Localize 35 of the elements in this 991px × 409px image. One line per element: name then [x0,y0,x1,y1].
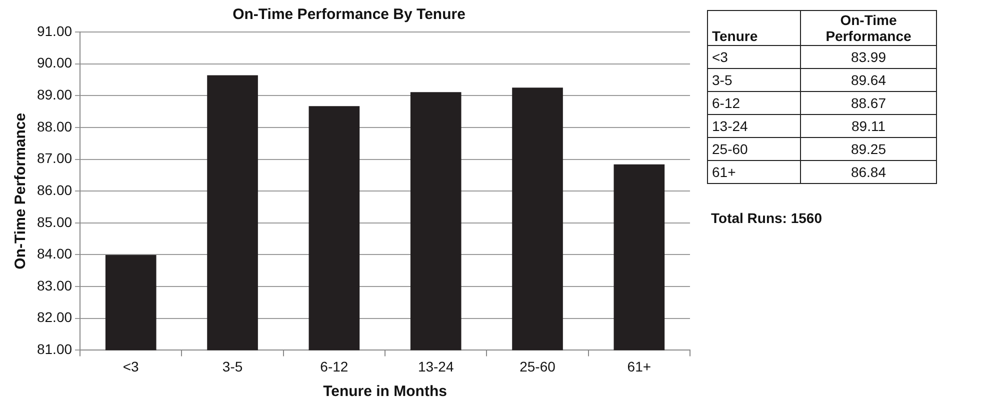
y-tick-label: 84.00 [36,246,72,262]
y-tick-label: 90.00 [36,54,72,71]
category-label: <3 [708,46,800,68]
category-label: 13-24 [708,114,800,138]
x-tick-label: 61+ [627,358,652,374]
y-tick-label: 86.00 [36,182,72,198]
y-tick-label: 88.00 [36,118,72,134]
y-tick-label: 82.00 [36,309,72,326]
x-tick-label: <3 [122,358,140,374]
y-tick-label: 87.00 [36,150,72,166]
category-label: 61+ [708,160,800,184]
x-tick-label: 25-60 [520,358,556,374]
text: Tenure [708,10,800,46]
y-tick-label: 91.00 [36,22,72,39]
y-axis-title: On-Time Performance [12,112,30,270]
data-label: 89.64 [800,68,936,92]
data-label: 89.11 [800,114,936,138]
y-tick-label: 85.00 [36,214,72,230]
text: Total Runs: 1560 [711,210,823,226]
data-label: 88.67 [800,92,936,114]
y-tick-label: 81.00 [36,341,72,358]
data-label: 83.99 [800,46,936,68]
x-tick-label: 6-12 [320,358,348,374]
category-label: 25-60 [708,138,800,160]
text: On-Time Performance [800,10,936,46]
y-tick-label: 83.00 [36,277,72,294]
x-axis-title: Tenure in Months [323,383,447,400]
y-tick-label: 89.00 [36,86,72,102]
data-label: 89.25 [800,138,936,160]
category-label: 6-12 [708,92,800,114]
x-tick-label: 13-24 [418,358,454,374]
category-label: 3-5 [708,68,800,92]
x-tick-label: 3-5 [222,358,243,374]
chart-title: On-Time Performance By Tenure [232,6,466,24]
data-label: 86.84 [800,160,936,184]
